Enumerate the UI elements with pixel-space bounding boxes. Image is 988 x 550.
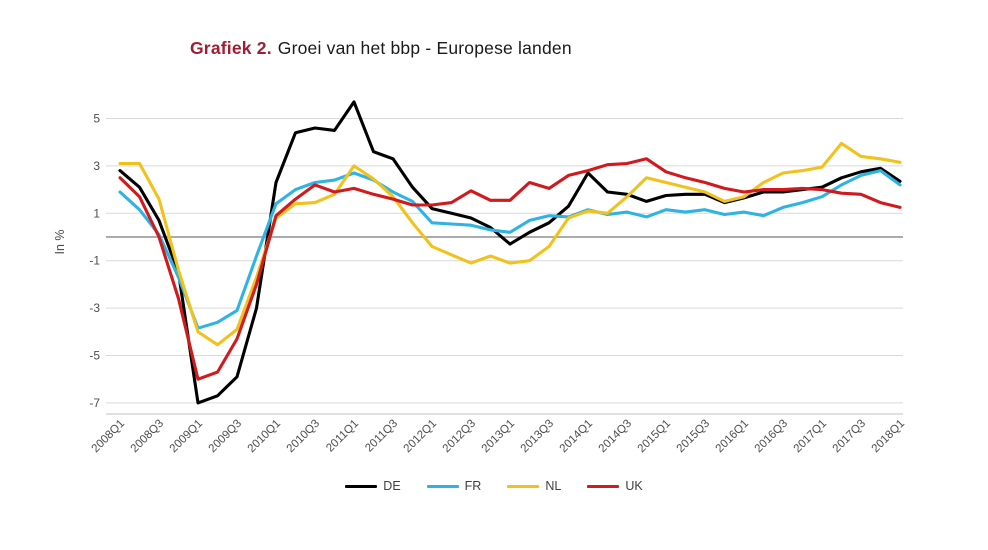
x-axis-tick-label: 2016Q3 [753,418,790,455]
gdp-line-chart: 531-1-3-5-7In %2008Q1 2008Q3 2009Q1 2009Q3 2… [53,100,907,455]
x-axis-tick-label: 2008Q1 [90,418,127,455]
x-axis-tick-label: 2015Q1 [636,418,673,455]
chart-legend: DE FR NL UK [0,479,988,493]
x-axis-tick-label: 2017Q3 [831,418,868,455]
y-axis-title: In % [53,229,67,254]
x-axis-tick-label: 2012Q3 [441,418,478,455]
chart-title: Grafiek 2. Groei van het bbp - Europese l… [190,38,572,59]
y-axis-tick-label: 3 [93,159,100,173]
x-axis-tick-label: 2008Q3 [129,418,166,455]
y-axis-tick-label: -7 [89,396,100,410]
chart-title-text: Groei van het bbp - Europese landen [277,38,572,58]
legend-label: DE [383,479,401,493]
x-axis-tick-label: 2017Q1 [792,418,829,455]
series-line-de [118,100,902,405]
legend-label: UK [625,479,643,493]
legend-item-de: DE [345,479,401,493]
legend-swatch-fr [426,484,459,488]
x-axis-tick-label: 2009Q3 [207,418,244,455]
x-axis-tick-label: 2011Q1 [324,418,361,455]
y-axis-tick-label: -1 [89,254,100,268]
y-axis-tick-label: -3 [89,301,100,315]
y-axis-tick-label: -5 [89,349,100,363]
legend-item-fr: FR [426,479,482,493]
y-axis-tick-label: 1 [93,206,100,220]
legend-item-nl: NL [507,479,561,493]
x-axis-tick-label: 2009Q1 [168,418,205,455]
x-axis-tick-label: 2010Q1 [246,418,283,455]
x-axis-tick-label: 2012Q1 [402,418,439,455]
x-axis-tick-label: 2015Q3 [675,418,712,455]
legend-label: FR [464,479,482,493]
series-line-uk [118,157,902,381]
legend-swatch-nl [507,484,540,488]
x-axis-tick-label: 2014Q1 [558,418,595,455]
x-axis-tick-label: 2011Q3 [363,418,400,455]
y-axis-tick-label: 5 [93,112,100,126]
x-axis-tick-label: 2018Q1 [870,418,907,455]
legend-swatch-de [345,484,378,488]
series-line-fr [118,169,902,330]
x-axis-tick-label: 2013Q1 [480,418,517,455]
x-axis-tick-label: 2014Q3 [597,418,634,455]
series-line-nl [118,141,902,347]
legend-item-uk: UK [587,479,643,493]
legend-label: NL [545,479,562,493]
legend-swatch-uk [587,484,620,488]
chart-title-number: Grafiek 2. [190,38,272,58]
x-axis-tick-label: 2013Q3 [519,418,556,455]
x-axis-tick-label: 2010Q3 [285,418,322,455]
x-axis-tick-label: 2016Q1 [714,418,751,455]
